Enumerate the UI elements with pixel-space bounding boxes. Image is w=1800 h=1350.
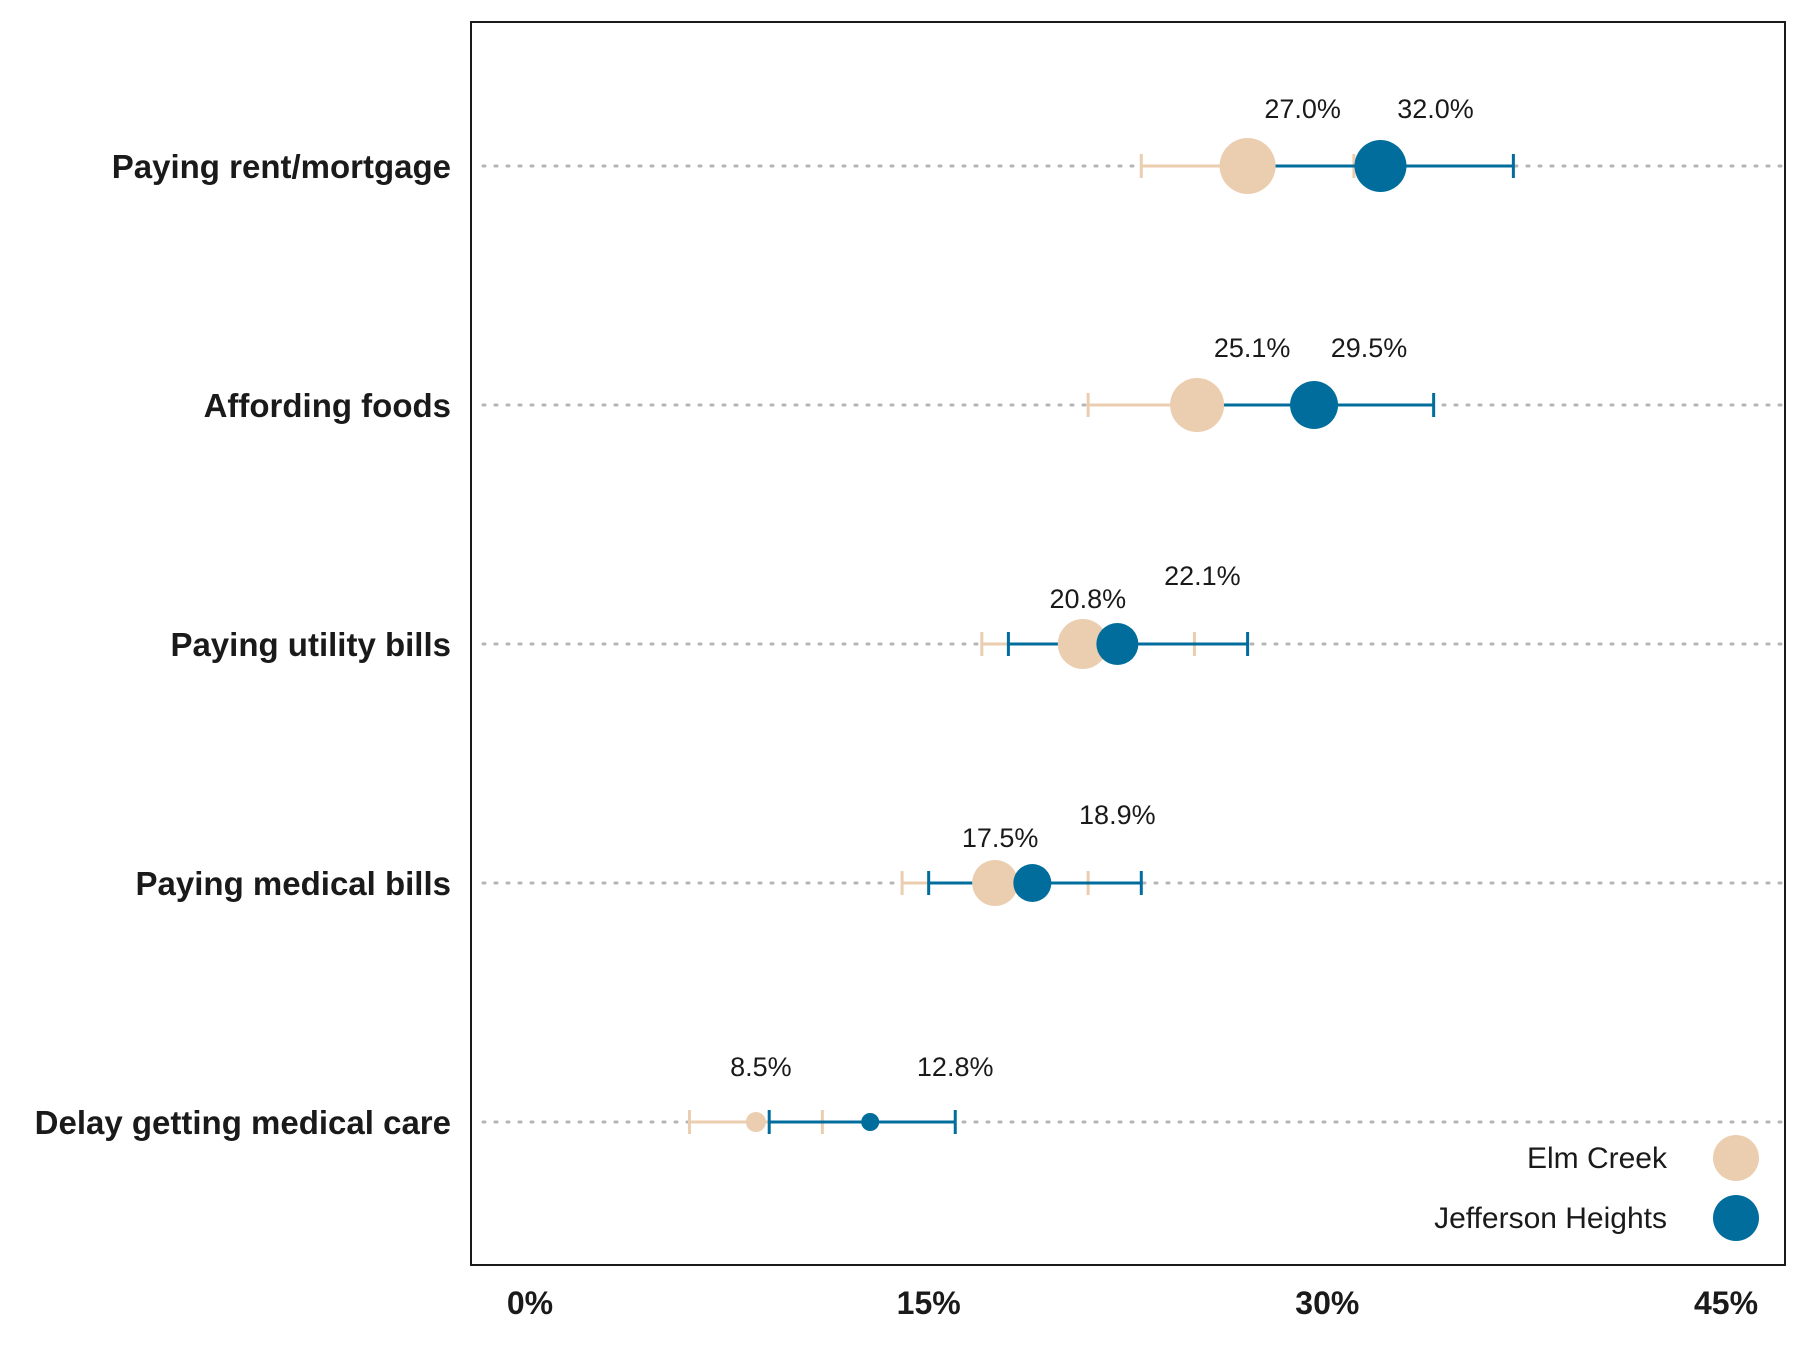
- value-labels: 27.0% 25.1% 20.8% 17.5% 8.5% 32.0% 29.5% 22.1% 1…: [730, 94, 1474, 1082]
- point-jefferson-heights-paying-rent-mortgage: [1354, 140, 1407, 192]
- x-axis-ticks: 0% 15% 30% 45%: [507, 1285, 1758, 1321]
- legend-marker-jefferson-heights: [1713, 1195, 1759, 1241]
- value-label-jefferson-heights-paying-medical-bills: 18.9%: [1079, 800, 1156, 830]
- value-label-jefferson-heights-paying-rent-mortgage: 32.0%: [1397, 94, 1474, 124]
- legend-label-elm-creek: Elm Creek: [1527, 1142, 1668, 1175]
- data-points: [745, 138, 1407, 1132]
- category-labels: Paying rent/mortgage Affording foods Payin…: [35, 148, 451, 1141]
- value-label-jefferson-heights-paying-utility-bills: 22.1%: [1164, 561, 1241, 591]
- point-elm-creek-delay-getting-medical-care: [745, 1112, 766, 1132]
- value-label-elm-creek-paying-utility-bills: 20.8%: [1050, 584, 1127, 614]
- category-label-paying-utility-bills: Paying utility bills: [170, 626, 451, 663]
- point-jefferson-heights-delay-getting-medical-care: [861, 1113, 880, 1131]
- value-label-jefferson-heights-delay-getting-medical-care: 12.8%: [917, 1052, 994, 1082]
- legend: Elm Creek Jefferson Heights: [1434, 1135, 1759, 1241]
- point-jefferson-heights-paying-medical-bills: [1013, 864, 1052, 902]
- value-label-elm-creek-affording-foods: 25.1%: [1214, 333, 1291, 363]
- category-label-delay-getting-medical-care: Delay getting medical care: [35, 1104, 451, 1141]
- x-tick-label-30: 30%: [1295, 1285, 1359, 1321]
- point-elm-creek-paying-medical-bills: [972, 860, 1019, 906]
- x-tick-label-45: 45%: [1694, 1285, 1758, 1321]
- point-elm-creek-paying-rent-mortgage: [1219, 138, 1276, 194]
- x-tick-label-0: 0%: [507, 1285, 553, 1321]
- category-label-paying-rent-mortgage: Paying rent/mortgage: [112, 148, 451, 185]
- value-label-elm-creek-delay-getting-medical-care: 8.5%: [730, 1052, 792, 1082]
- value-label-elm-creek-paying-medical-bills: 17.5%: [962, 823, 1039, 853]
- point-jefferson-heights-affording-foods: [1290, 381, 1339, 429]
- point-jefferson-heights-paying-utility-bills: [1096, 623, 1139, 665]
- plot-frame: [470, 21, 1786, 1266]
- point-elm-creek-affording-foods: [1170, 378, 1225, 432]
- legend-marker-elm-creek: [1713, 1135, 1759, 1181]
- value-label-elm-creek-paying-rent-mortgage: 27.0%: [1264, 94, 1341, 124]
- x-tick-label-15: 15%: [897, 1285, 961, 1321]
- category-label-affording-foods: Affording foods: [204, 387, 451, 424]
- legend-label-jefferson-heights: Jefferson Heights: [1434, 1202, 1667, 1235]
- point-elm-creek-paying-utility-bills: [1057, 619, 1108, 669]
- value-label-jefferson-heights-affording-foods: 29.5%: [1331, 333, 1408, 363]
- category-label-paying-medical-bills: Paying medical bills: [136, 865, 451, 902]
